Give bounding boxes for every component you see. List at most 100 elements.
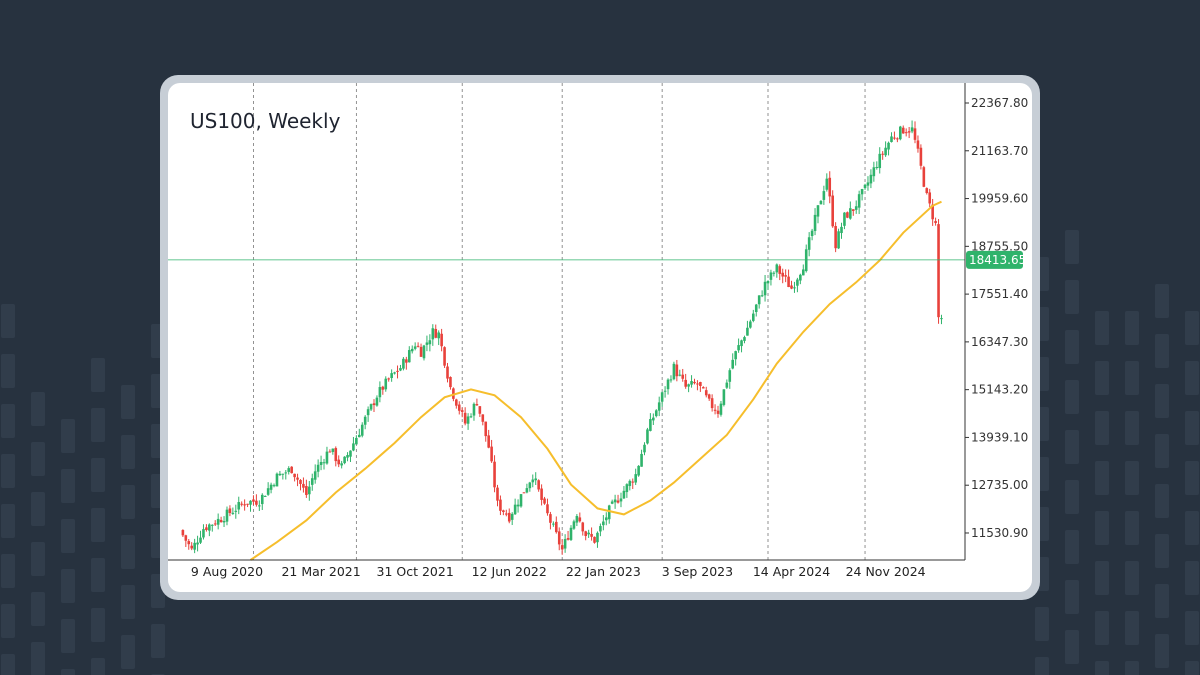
background-bar [1155,584,1169,618]
chart-card-inner: 22367.80 21163.70 19959.60 18755.50 17551.40… [168,83,1032,592]
candle-body-up [737,345,740,351]
candle-body-up [231,512,235,514]
candle-body-up [613,499,617,503]
candle-body-up [199,537,202,543]
candle-body-up [819,200,823,205]
background-bar [1065,280,1079,314]
candle-body-up [649,419,652,431]
background-bar [31,592,45,626]
candle-body-down [546,504,549,514]
candle-body-down [228,508,232,514]
candle-body-up [587,532,590,535]
candle-body-up [466,416,470,424]
candle-body-up [343,456,346,464]
candle-body-up [275,473,279,487]
candle-body-up [399,368,402,371]
candle-body-up [287,468,291,472]
candle-body-down [478,406,482,414]
candle-body-up [643,444,646,453]
candle-body-up [719,403,723,415]
candle-body-up [272,485,276,487]
candle-body-up [263,495,267,497]
candle-body-down [181,530,185,536]
background-bar [1095,561,1109,595]
candle-body-up [437,332,440,339]
candle-body-up [793,287,796,289]
background-bar [1155,384,1169,418]
candle-body-down [381,386,385,390]
background-bar [1185,461,1199,495]
candle-body-up [569,527,573,540]
candle-body-down [616,500,620,503]
candle-body-down [219,519,223,523]
candle-body-up [652,417,655,421]
candle-body-up [754,304,758,313]
background-bar [1065,380,1079,414]
background-bar [91,508,105,542]
candle-body-up [384,378,388,390]
x-axis-ticks: 9 Aug 2020 21 Mar 2021 31 Oct 2021 12 Jun 2… [191,564,926,579]
background-bar [1095,411,1109,445]
background-bar [61,569,75,603]
candle-body-up [657,402,661,411]
candle-body-up [622,490,626,499]
candle-body-up [799,274,802,281]
candle-body-up [225,509,229,522]
candle-body-up [425,342,429,345]
candle-body-down [475,404,479,406]
candle-body-up [510,513,514,520]
candle-body-up [366,409,370,416]
candle-body-up [596,532,599,543]
candle-body-up [731,359,735,369]
candle-body-up [887,142,890,150]
candle-body-down [537,480,540,490]
candle-body-up [284,472,288,474]
candle-body-up [625,484,629,493]
background-bar [61,469,75,503]
candle-body-up [208,524,211,531]
candle-body-up [222,521,226,523]
candle-body-down [255,500,258,505]
background-bar [1,354,15,388]
candle-body-down [716,410,720,414]
background-bar [1,654,15,675]
background-bar [61,669,75,675]
candle-body-down [205,527,208,531]
candle-body-up [572,521,576,529]
candle-body-up [863,184,867,189]
candle-body-down [928,192,932,204]
candle-body-up [857,194,861,208]
candle-body-up [825,178,829,190]
candle-body-up [516,504,520,507]
background-bar [1125,461,1139,495]
candle-body-down [581,522,585,532]
candle-body-up [390,373,393,379]
candle-body-up [860,189,864,195]
candle-body-down [243,504,246,506]
background-bar [1125,511,1139,545]
background-bar [31,392,45,426]
background-bar [1185,511,1199,545]
candle-body-down [881,153,884,155]
candle-body-up [751,313,755,321]
candle-body-down [681,374,685,379]
candle-body-up [528,482,532,489]
candle-body-up [472,403,476,416]
candle-body-down [240,503,243,505]
background-bar [1065,530,1079,564]
candle-body-down [502,510,505,513]
background-bar [31,442,45,476]
background-bar [121,485,135,519]
candle-body-down [334,448,338,462]
x-tick-label: 24 Nov 2024 [846,564,926,579]
background-bar [121,585,135,619]
candle-body-up [316,464,320,472]
y-tick-label: 16347.30 [971,335,1028,349]
candle-body-down [904,132,908,134]
candle-body-down [896,138,899,140]
background-bar [91,458,105,492]
candle-body-up [519,494,523,507]
candle-body-down [584,531,588,536]
candle-body-up [666,379,670,390]
candle-body-down [593,536,596,543]
